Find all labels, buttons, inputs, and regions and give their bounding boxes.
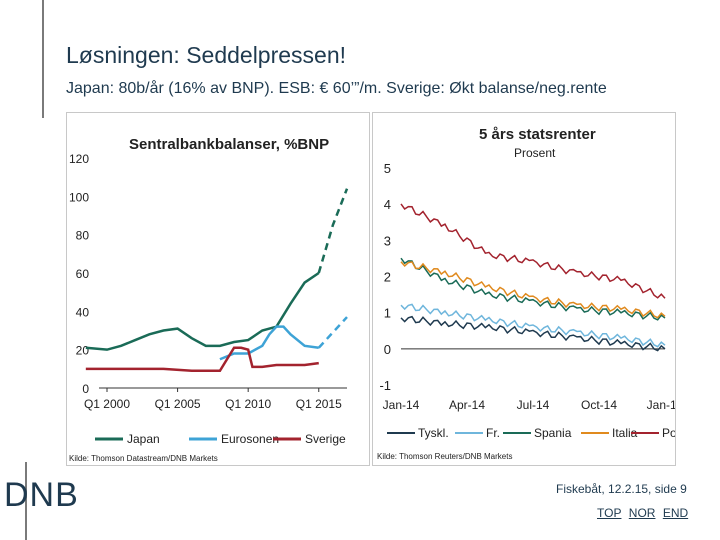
y-tick-label: 5 [384, 161, 391, 176]
y-tick-label: 1 [384, 306, 391, 321]
accent-line-top [42, 0, 44, 118]
accent-line-bottom [25, 462, 27, 540]
series-line-spania [400, 257, 666, 321]
y-tick-label: 4 [384, 197, 391, 212]
series-line-eurosonen [219, 325, 319, 361]
x-tick-label: Q1 2010 [225, 397, 271, 411]
chart-5y-yields: 5 års statsrenter Prosent -1 0 1 2 3 4 5 Jan-14 Ap… [377, 126, 687, 461]
y-tick-label: 0 [384, 342, 391, 357]
chart-source: Kilde: Thomson Reuters/DNB Markets [377, 452, 512, 461]
footer-text: Fiskebåt, 12.2.15, side 9 [556, 482, 687, 496]
y-tick-label: 2 [384, 270, 391, 285]
nav-link-nor[interactable]: NOR [628, 506, 656, 520]
legend-label-japan: Japan [127, 432, 160, 446]
legend-label-italia: Italia [612, 426, 638, 440]
y-tick-label: 0 [82, 382, 89, 396]
y-tick-label: 3 [384, 233, 391, 248]
series-forecast-eurosonen [317, 316, 348, 349]
x-tick-label: Jan-14 [383, 398, 420, 412]
legend-label-sverige: Sverige [305, 432, 346, 446]
series-line-port [400, 203, 666, 299]
chart-title: Sentralbankbalanser, %BNP [129, 136, 329, 153]
legend-label-eurosonen: Eurosonen [221, 432, 279, 446]
y-tick-label: -1 [379, 378, 391, 393]
chart-panel-central-bank: Sentralbankbalanser, %BNP 0 20 40 60 80 100 120… [66, 112, 370, 466]
x-tick-label: Jan-15 [647, 398, 675, 412]
x-tick-label: Q1 2015 [296, 397, 342, 411]
series-line-tyskl [400, 315, 666, 352]
y-tick-label: 100 [69, 190, 89, 204]
y-tick-label: 80 [76, 229, 90, 243]
chart-subtitle: Prosent [514, 146, 556, 160]
legend-label-port: Port. [662, 426, 675, 440]
series-line-fr [400, 303, 666, 348]
y-tick-label: 20 [76, 344, 90, 358]
chart-source: Kilde: Thomson Datastream/DNB Markets [69, 454, 218, 463]
legend-label-spania: Spania [534, 426, 572, 440]
series-forecast-japan [317, 188, 349, 274]
dnb-logo: DNB [4, 476, 79, 514]
nav-links: TOP NOR END [597, 506, 692, 520]
y-tick-label: 60 [76, 267, 90, 281]
chart-panel-bond-yields: 5 års statsrenter Prosent -1 0 1 2 3 4 5 Jan-14 Ap… [372, 112, 687, 466]
x-tick-label: Q1 2000 [84, 397, 130, 411]
nav-link-end[interactable]: END [662, 506, 689, 520]
chart-title: 5 års statsrenter [479, 126, 596, 143]
slide-title: Løsningen: Seddelpressen! [66, 42, 347, 68]
series-line-italia [400, 261, 666, 319]
slide-subtitle: Japan: 80b/år (16% av BNP). ESB: € 60’”/… [66, 80, 607, 97]
series-line-japan [85, 271, 320, 351]
chart-central-bank-balances: Sentralbankbalanser, %BNP 0 20 40 60 80 100 120… [69, 136, 349, 463]
series-line-sverige [85, 346, 319, 372]
x-tick-label: Jul-14 [517, 398, 550, 412]
x-tick-label: Q1 2005 [155, 397, 201, 411]
nav-link-top[interactable]: TOP [597, 506, 622, 520]
legend-label-fr: Fr. [486, 426, 500, 440]
legend-label-tyskl: Tyskl. [418, 426, 449, 440]
y-tick-label: 40 [76, 305, 90, 319]
x-tick-label: Oct-14 [581, 398, 617, 412]
x-tick-label: Apr-14 [449, 398, 485, 412]
y-tick-label: 120 [69, 152, 89, 166]
